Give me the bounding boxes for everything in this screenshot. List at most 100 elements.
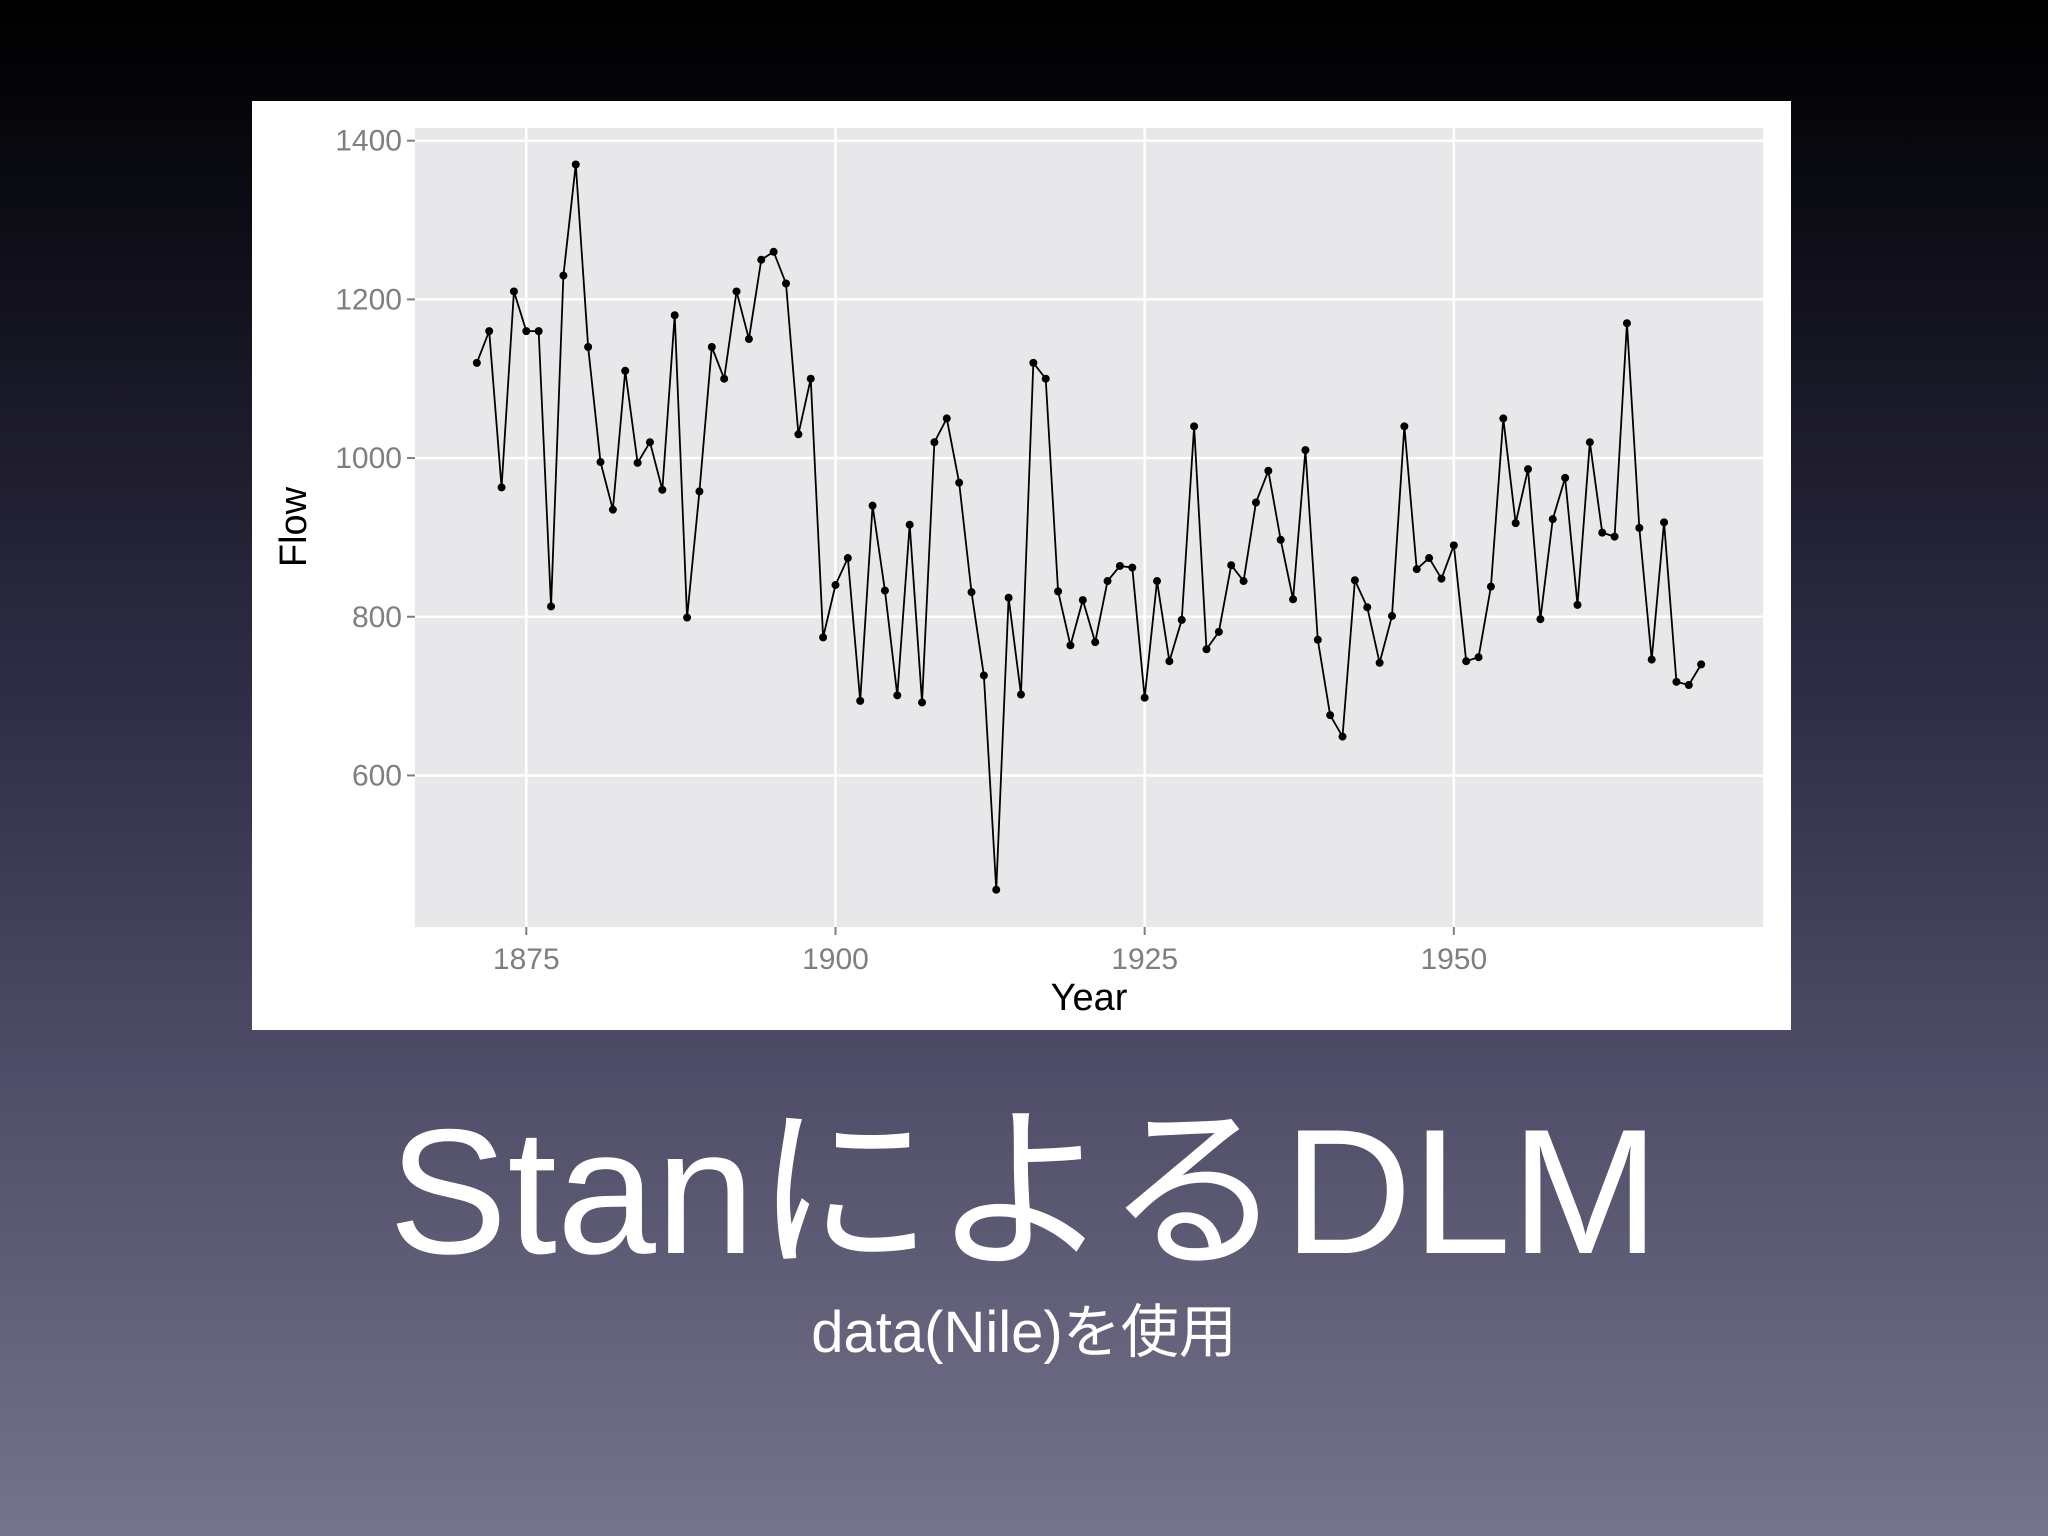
- data-point: [1140, 693, 1149, 702]
- data-point: [485, 327, 494, 336]
- data-point: [707, 342, 716, 351]
- data-point: [1326, 711, 1335, 720]
- data-point: [670, 311, 679, 320]
- data-point: [695, 487, 704, 496]
- data-point: [658, 485, 667, 494]
- data-point: [497, 483, 506, 492]
- data-point: [1462, 657, 1471, 666]
- x-tick-label: 1925: [1111, 943, 1178, 976]
- data-point: [1524, 465, 1533, 474]
- data-point: [1301, 446, 1310, 455]
- data-point: [1660, 518, 1669, 527]
- data-point: [1573, 600, 1582, 609]
- data-point: [1387, 611, 1396, 620]
- data-point: [757, 255, 766, 264]
- data-point: [720, 374, 729, 383]
- data-point: [1622, 319, 1631, 328]
- y-tick-label: 1200: [335, 283, 402, 316]
- data-point: [918, 698, 927, 707]
- data-point: [547, 602, 556, 611]
- slide-title: StanによるDLM: [389, 1092, 1660, 1291]
- data-line: [475, 164, 1702, 890]
- data-point: [843, 554, 852, 563]
- data-point: [1511, 519, 1520, 528]
- data-point: [794, 430, 803, 439]
- data-point: [1054, 587, 1063, 596]
- data-point: [1684, 680, 1693, 689]
- x-tick-label: 1950: [1420, 943, 1487, 976]
- data-point: [1289, 595, 1298, 604]
- data-point: [1029, 358, 1038, 367]
- data-point: [1078, 596, 1087, 605]
- data-point: [1635, 523, 1644, 532]
- data-point: [559, 271, 568, 280]
- data-point: [1041, 374, 1050, 383]
- data-point: [1016, 690, 1025, 699]
- data-point: [1066, 641, 1075, 650]
- data-point: [1103, 577, 1112, 586]
- data-point: [633, 458, 642, 467]
- data-point: [1400, 422, 1409, 431]
- data-point: [1412, 565, 1421, 574]
- data-point: [1363, 603, 1372, 612]
- data-point: [683, 613, 692, 622]
- data-point: [1585, 438, 1594, 447]
- data-point: [1425, 554, 1434, 563]
- data-point: [967, 588, 976, 597]
- data-point: [1672, 677, 1681, 686]
- data-point: [1251, 498, 1260, 507]
- data-point: [782, 279, 791, 288]
- data-point: [1115, 561, 1124, 570]
- data-point: [856, 696, 865, 705]
- data-point: [1264, 466, 1273, 475]
- y-tick-label: 1000: [335, 442, 402, 475]
- data-point: [880, 586, 889, 595]
- data-point: [1153, 577, 1162, 586]
- data-point: [1165, 657, 1174, 666]
- slide-subtitle: data(Nile)を使用: [811, 1300, 1236, 1365]
- y-tick-label: 800: [352, 601, 402, 634]
- data-point: [819, 633, 828, 642]
- data-point: [1202, 645, 1211, 654]
- data-point: [1474, 653, 1483, 662]
- data-point: [831, 581, 840, 590]
- data-point: [1598, 528, 1607, 537]
- data-point: [1128, 563, 1137, 572]
- data-point: [1610, 532, 1619, 541]
- data-point: [905, 520, 914, 529]
- data-point: [1449, 541, 1458, 550]
- data-point: [596, 458, 605, 467]
- data-point: [930, 438, 939, 447]
- data-point: [1214, 627, 1223, 636]
- data-point: [584, 342, 593, 351]
- data-point: [1313, 635, 1322, 644]
- y-tick-label: 1400: [335, 125, 402, 158]
- data-point: [1091, 638, 1100, 647]
- data-point: [509, 287, 518, 296]
- data-point: [1239, 577, 1248, 586]
- data-point: [1536, 615, 1545, 624]
- plot: 600 800 1000 1200 1400 1875 1900 1925 1950: [335, 125, 1763, 976]
- data-point: [534, 327, 543, 336]
- data-point: [744, 335, 753, 344]
- data-point: [1350, 576, 1359, 585]
- data-point: [571, 160, 580, 169]
- data-point: [1647, 655, 1656, 664]
- data-point: [979, 671, 988, 680]
- data-point: [1177, 615, 1186, 624]
- x-tick-label: 1875: [493, 943, 560, 976]
- data-point: [608, 505, 617, 514]
- data-point: [893, 691, 902, 700]
- y-axis-title: Flow: [273, 486, 315, 567]
- data-point: [645, 438, 654, 447]
- data-point: [1338, 732, 1347, 741]
- data-point: [621, 366, 630, 375]
- data-point: [1499, 414, 1508, 423]
- plot-panel: [415, 128, 1763, 927]
- x-axis-title: Year: [1051, 977, 1128, 1019]
- x-tick-label: 1900: [802, 943, 869, 976]
- data-point: [868, 501, 877, 510]
- data-point: [1697, 660, 1706, 669]
- data-point: [992, 885, 1001, 894]
